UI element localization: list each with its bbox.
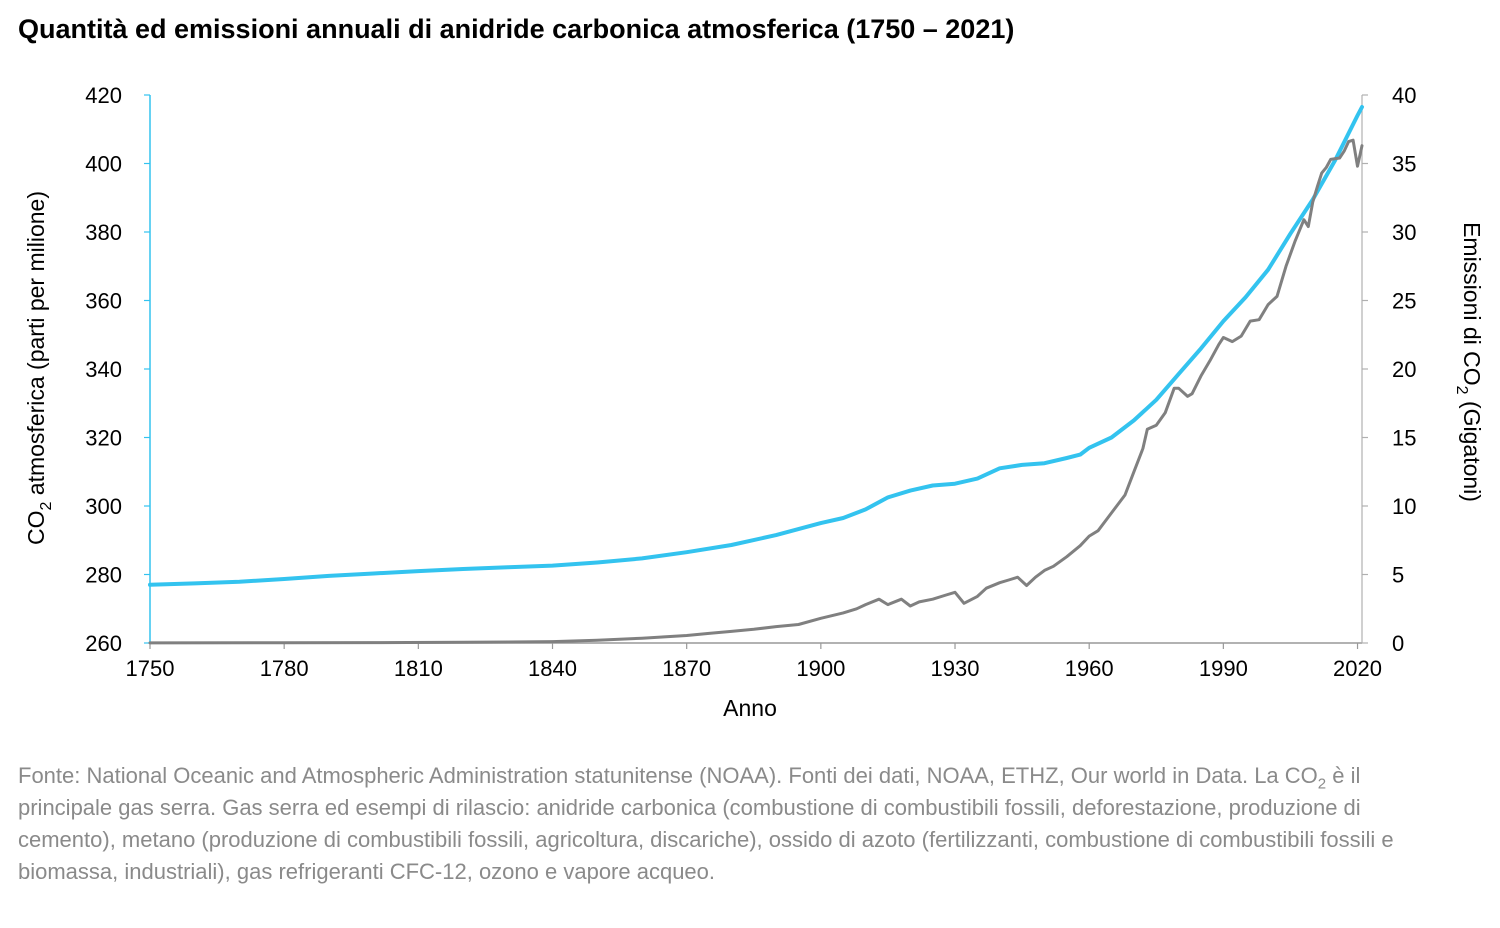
chart: 1750 1780 1810 1840 1870 1900 1930 1960 1990 2020… [23, 83, 1485, 721]
x-tick-label: 1810 [394, 656, 443, 681]
y-tick-label-left: 300 [85, 494, 122, 519]
x-tick-label: 1930 [931, 656, 980, 681]
series-line-co2-emissions [148, 138, 1364, 645]
x-tick-label: 1900 [796, 656, 845, 681]
y-tick-label-left: 400 [85, 152, 122, 177]
y-axis-label-right: Emissioni di CO2 (Gigatoni) [1453, 222, 1485, 502]
y-tick-label-left: 360 [85, 289, 122, 314]
y-tick-label-left: 340 [85, 357, 122, 382]
y-tick-label-left: 320 [85, 426, 122, 451]
x-tick-label: 1960 [1065, 656, 1114, 681]
y-tick-label-right: 10 [1392, 494, 1416, 519]
y-tick-label-right: 15 [1392, 426, 1416, 451]
series-line-atmospheric-co2 [148, 105, 1364, 587]
x-tick-label: 2020 [1333, 656, 1382, 681]
y-axis-label-left: CO2 atmosferica (parti per milione) [23, 191, 55, 545]
x-tick-label: 1780 [260, 656, 309, 681]
y-tick-label-right: 25 [1392, 289, 1416, 314]
x-axis-label: Anno [723, 695, 777, 721]
source-footnote: Fonte: National Oceanic and Atmospheric … [18, 763, 1394, 884]
y-tick-label-right: 0 [1392, 631, 1404, 656]
y-tick-label-right: 30 [1392, 220, 1416, 245]
y-tick-label-right: 5 [1392, 563, 1404, 588]
x-tick-label: 1870 [662, 656, 711, 681]
y-tick-label-right: 40 [1392, 83, 1416, 108]
y-tick-label-left: 260 [85, 631, 122, 656]
series-layer [148, 105, 1364, 645]
x-tick-label: 1840 [528, 656, 577, 681]
y-tick-label-left: 280 [85, 563, 122, 588]
axes: 1750 1780 1810 1840 1870 1900 1930 1960 1990 2020… [85, 83, 1416, 681]
x-tick-label: 1750 [126, 656, 175, 681]
y-tick-label-left: 380 [85, 220, 122, 245]
x-tick-label: 1990 [1199, 656, 1248, 681]
chart-title: Quantità ed emissioni annuali di anidrid… [18, 14, 1015, 44]
y-tick-label-right: 20 [1392, 357, 1416, 382]
y-tick-label-right: 35 [1392, 152, 1416, 177]
y-tick-label-left: 420 [85, 83, 122, 108]
